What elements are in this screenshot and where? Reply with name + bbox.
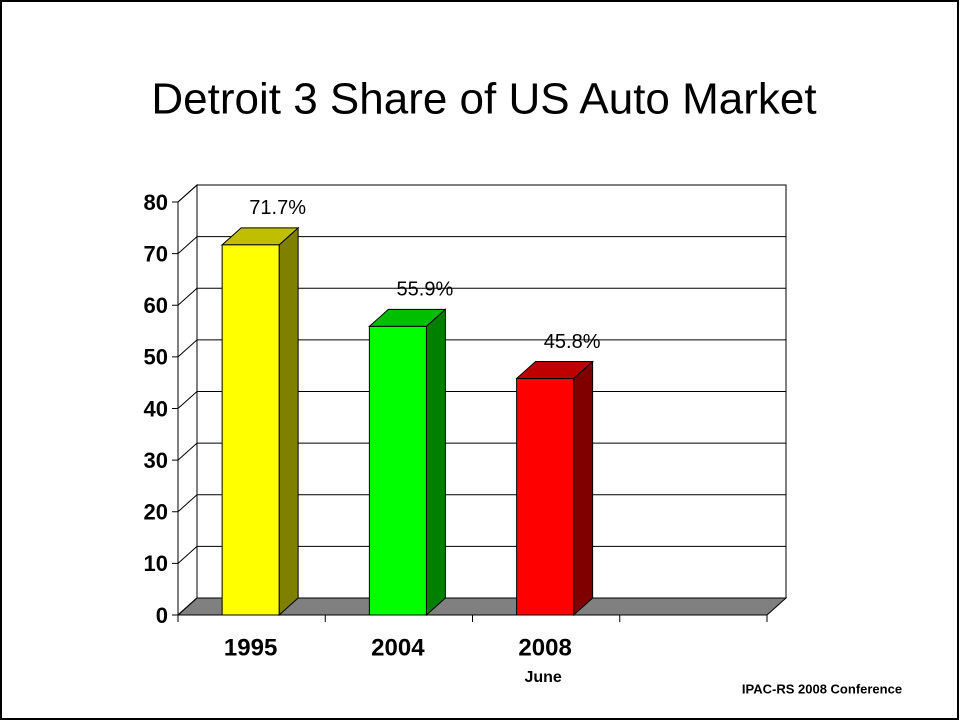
grid-line-side — [177, 184, 198, 203]
y-tick-label: 50 — [144, 345, 168, 370]
y-tick-label: 30 — [144, 448, 168, 473]
value-label: 71.7% — [249, 197, 306, 219]
y-tick-label: 80 — [144, 190, 168, 215]
bar-side — [425, 308, 446, 617]
bar — [516, 378, 575, 616]
y-tick-label: 70 — [144, 241, 168, 266]
value-label: 55.9% — [397, 279, 454, 301]
bar-side — [278, 226, 299, 617]
bar — [368, 325, 427, 616]
y-tick-label: 0 — [156, 603, 168, 628]
bar — [221, 244, 280, 616]
x-tick-label: 1995 — [224, 634, 277, 661]
grid-line-side — [177, 391, 198, 409]
bar-side — [573, 360, 594, 617]
grid-line-side — [177, 442, 198, 461]
slide-title: Detroit 3 Share of US Auto Market — [151, 75, 816, 124]
grid-line-side — [177, 287, 198, 306]
x-annotation: June — [524, 669, 561, 686]
x-tick-label: 2008 — [518, 634, 571, 661]
y-tick-label: 10 — [144, 551, 168, 576]
grid-line-side — [177, 597, 198, 616]
y-tick-label: 40 — [144, 396, 168, 421]
y-tick-label: 20 — [144, 500, 168, 525]
y-tick-label: 60 — [144, 293, 168, 318]
grid-line-side — [177, 339, 198, 358]
grid-line-side — [177, 546, 198, 564]
value-label: 45.8% — [544, 331, 601, 353]
x-tick-label: 2004 — [371, 634, 425, 661]
footer: IPAC-RS 2008 Conference — [742, 681, 902, 696]
grid-line-side — [177, 236, 198, 254]
grid-line-side — [177, 494, 198, 513]
